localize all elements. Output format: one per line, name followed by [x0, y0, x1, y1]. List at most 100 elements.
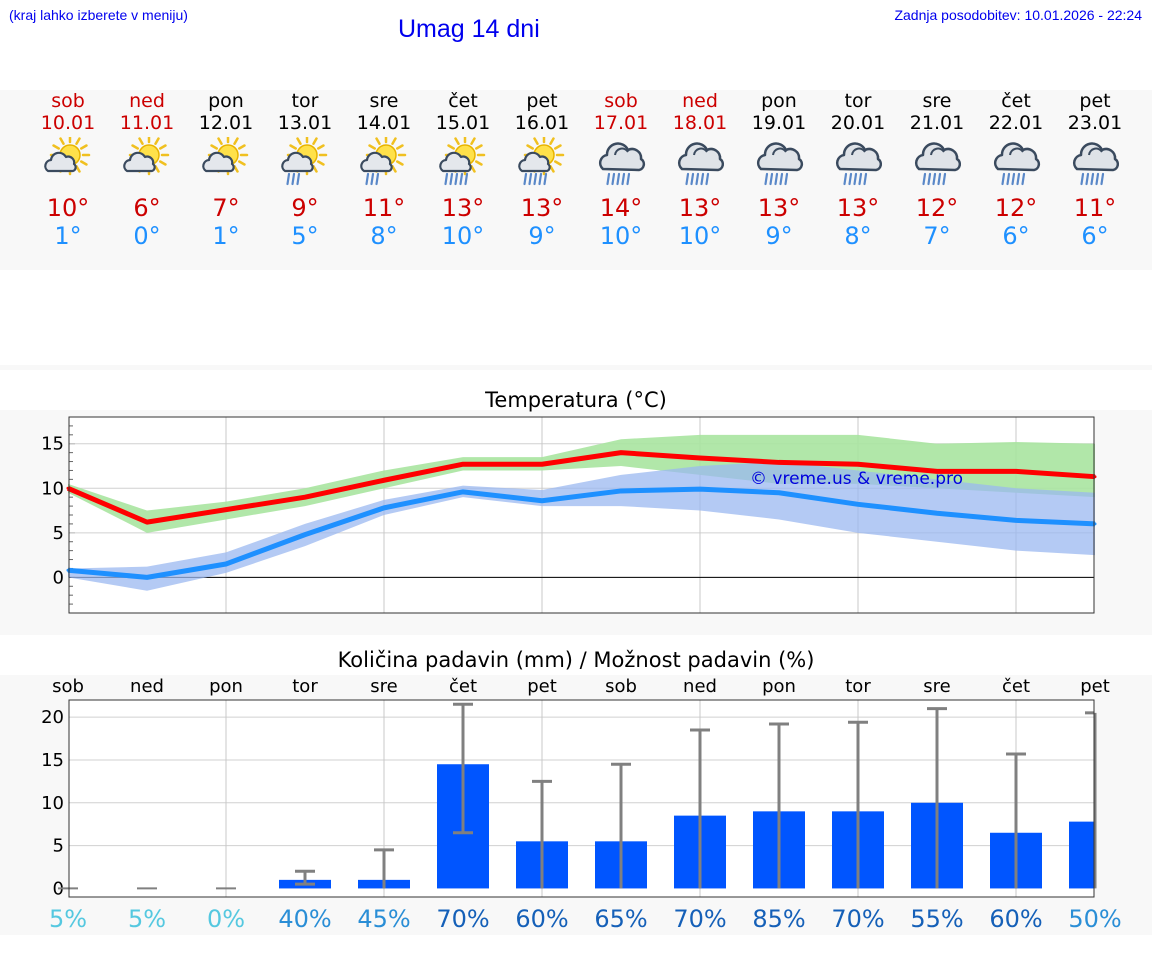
- temp-max: 12°: [994, 194, 1038, 222]
- y-tick-label: 10: [41, 478, 64, 499]
- point-min: [540, 499, 544, 503]
- day-date: 12.01: [198, 112, 254, 134]
- point-max: [224, 508, 228, 512]
- day-date: 18.01: [672, 112, 728, 134]
- forecast-day: ned 18.01 13° 10°: [661, 90, 740, 250]
- point-max: [698, 456, 702, 460]
- point-max: [540, 462, 544, 466]
- temp-min: 10°: [441, 222, 485, 250]
- day-date: 21.01: [909, 112, 965, 134]
- min-range-band: [68, 461, 1095, 591]
- temp-max: 12°: [915, 194, 959, 222]
- precip-chance-label: 70%: [436, 905, 489, 933]
- rain-cloud-icon: [740, 134, 819, 192]
- forecast-day: sob 17.01 14° 10°: [582, 90, 661, 250]
- rain-cloud-icon: [1056, 134, 1135, 192]
- temp-max: 11°: [1073, 194, 1117, 222]
- page-title: Umag 14 dni: [398, 15, 540, 43]
- temp-min: 0°: [133, 222, 161, 250]
- day-name: pet: [1079, 90, 1111, 112]
- temp-max: 13°: [678, 194, 722, 222]
- day-name: sre: [922, 90, 952, 112]
- y-tick-label: 5: [53, 523, 64, 544]
- precip-chance-label: 55%: [910, 905, 963, 933]
- day-name: čet: [1001, 90, 1031, 112]
- temp-min: 6°: [1081, 222, 1109, 250]
- rain-cloud-icon: [977, 134, 1056, 192]
- day-date: 10.01: [40, 112, 96, 134]
- sun-rain-icon: [345, 134, 424, 192]
- point-max: [461, 462, 465, 466]
- precip-bar: [1069, 821, 1094, 889]
- forecast-day: čet 22.01 12° 6°: [977, 90, 1056, 250]
- point-max: [145, 520, 149, 524]
- day-name: pon: [761, 90, 797, 112]
- y-tick-label: 0: [53, 567, 64, 588]
- temp-max: 11°: [362, 194, 406, 222]
- day-date: 15.01: [435, 112, 491, 134]
- forecast-day: ned 11.01 6° 0°: [108, 90, 187, 250]
- temp-max: 9°: [291, 194, 319, 222]
- day-date: 17.01: [593, 112, 649, 134]
- location-menu-hint: (kraj lahko izberete v meniju): [9, 7, 188, 23]
- day-name: čet: [448, 90, 478, 112]
- precip-chance-label: 0%: [207, 905, 245, 933]
- temp-min: 8°: [370, 222, 398, 250]
- last-update: Zadnja posodobitev: 10.01.2026 - 22:24: [894, 7, 1142, 23]
- x-category-label: čet: [449, 676, 477, 697]
- precip-chance-label: 70%: [673, 905, 726, 933]
- forecast-band: [0, 90, 1152, 270]
- precip-chance-label: 65%: [594, 905, 647, 933]
- sun-cloud-icon: [29, 134, 108, 192]
- forecast-day: sre 14.01 11° 8°: [345, 90, 424, 250]
- x-category-label: pon: [762, 676, 796, 697]
- day-name: ned: [129, 90, 165, 112]
- x-category-label: sre: [923, 676, 950, 697]
- precip-chance-label: 45%: [357, 905, 410, 933]
- point-max: [777, 460, 781, 464]
- temp-max: 10°: [46, 194, 90, 222]
- precip-chance-label: 70%: [831, 905, 884, 933]
- day-date: 14.01: [356, 112, 412, 134]
- temperature-chart: 15 10 5 0 © vreme.us & vreme.pro: [41, 416, 1097, 614]
- temperature-chart-title: Temperatura (°C): [485, 388, 667, 412]
- day-name: ned: [682, 90, 718, 112]
- day-date: 22.01: [988, 112, 1044, 134]
- rain-cloud-icon: [898, 134, 977, 192]
- forecast-day: čet 15.01 13° 10°: [424, 90, 503, 250]
- x-category-label: sob: [52, 676, 84, 697]
- day-name: tor: [844, 90, 872, 112]
- temp-max: 13°: [441, 194, 485, 222]
- point-min: [1014, 518, 1018, 522]
- plot-frame: [68, 699, 1095, 898]
- sun-heavy-rain-icon: [424, 134, 503, 192]
- temp-min: 5°: [291, 222, 319, 250]
- sun-cloud-icon: [187, 134, 266, 192]
- point-max: [303, 495, 307, 499]
- temp-max: 13°: [520, 194, 564, 222]
- point-max: [382, 478, 386, 482]
- forecast-day: pet 16.01 13° 9°: [503, 90, 582, 250]
- y-tick-label: 15: [41, 750, 64, 771]
- temp-max: 6°: [133, 194, 161, 222]
- x-category-label: pet: [1080, 676, 1110, 697]
- point-min: [303, 533, 307, 537]
- temp-min: 6°: [1002, 222, 1030, 250]
- x-category-label: sob: [605, 676, 637, 697]
- x-category-label: pon: [209, 676, 243, 697]
- day-name: tor: [291, 90, 319, 112]
- day-date: 13.01: [277, 112, 333, 134]
- temp-min: 8°: [844, 222, 872, 250]
- sun-rain-icon: [266, 134, 345, 192]
- rain-cloud-icon: [819, 134, 898, 192]
- day-date: 23.01: [1067, 112, 1123, 134]
- x-category-label: pet: [527, 676, 557, 697]
- day-name: sre: [369, 90, 399, 112]
- point-min: [145, 575, 149, 579]
- divider: [0, 365, 1152, 370]
- plot-frame: [68, 416, 1095, 614]
- temp-max: 14°: [599, 194, 643, 222]
- temp-min: 10°: [599, 222, 643, 250]
- forecast-day: tor 20.01 13° 8°: [819, 90, 898, 250]
- point-max: [619, 451, 623, 455]
